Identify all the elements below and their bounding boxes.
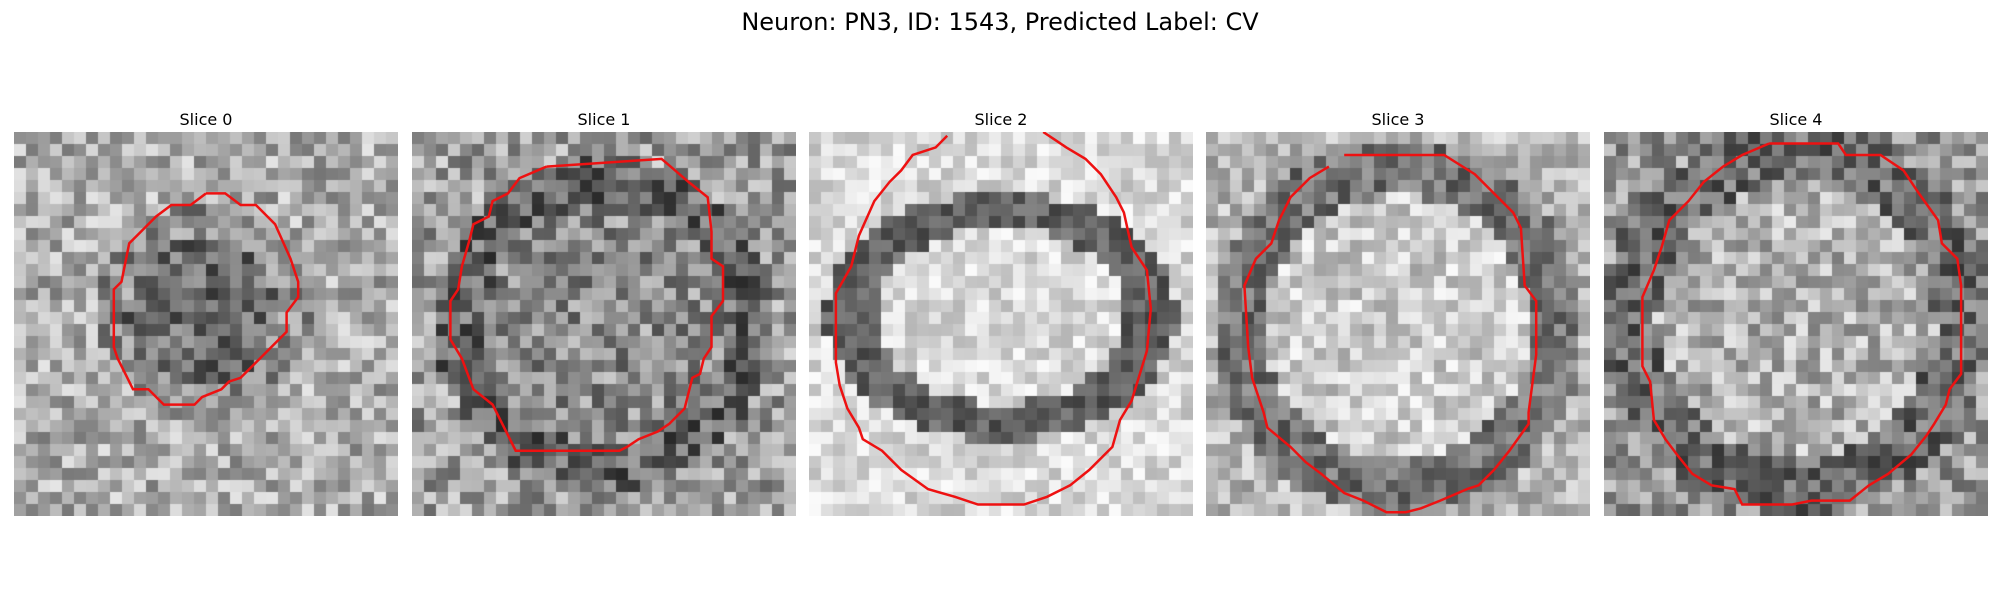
segmentation-contour-2 <box>834 132 1153 506</box>
contour-line-4 <box>1641 142 1963 506</box>
figure-title: Neuron: PN3, ID: 1543, Predicted Label: … <box>741 8 1259 36</box>
slice-panel-1: Slice 1 <box>412 108 796 516</box>
slice-image-3 <box>1206 132 1590 516</box>
slice-image-1 <box>412 132 796 516</box>
contour-line-1 <box>449 157 725 452</box>
slice-panel-0: Slice 0 <box>14 108 398 516</box>
segmentation-contour-4 <box>1641 142 1963 506</box>
slice-panel-4: Slice 4 <box>1604 108 1988 516</box>
slice-title-1: Slice 1 <box>577 110 631 129</box>
slice-panel-3: Slice 3 <box>1206 108 1590 516</box>
segmentation-contour-3 <box>1243 153 1538 514</box>
slice-title-3: Slice 3 <box>1371 110 1425 129</box>
slice-title-2: Slice 2 <box>974 110 1028 129</box>
slice-title-0: Slice 0 <box>179 110 233 129</box>
contour-line-0 <box>112 192 300 406</box>
segmentation-contour-1 <box>449 157 725 452</box>
slice-panel-2: Slice 2 <box>809 108 1193 516</box>
segmentation-contour-0 <box>112 192 300 406</box>
slice-image-2 <box>809 132 1193 516</box>
slice-title-4: Slice 4 <box>1769 110 1823 129</box>
contour-line-3 <box>1243 153 1538 514</box>
slice-image-4 <box>1604 132 1988 516</box>
contour-line-2 <box>834 132 1153 506</box>
slice-image-0 <box>14 132 398 516</box>
